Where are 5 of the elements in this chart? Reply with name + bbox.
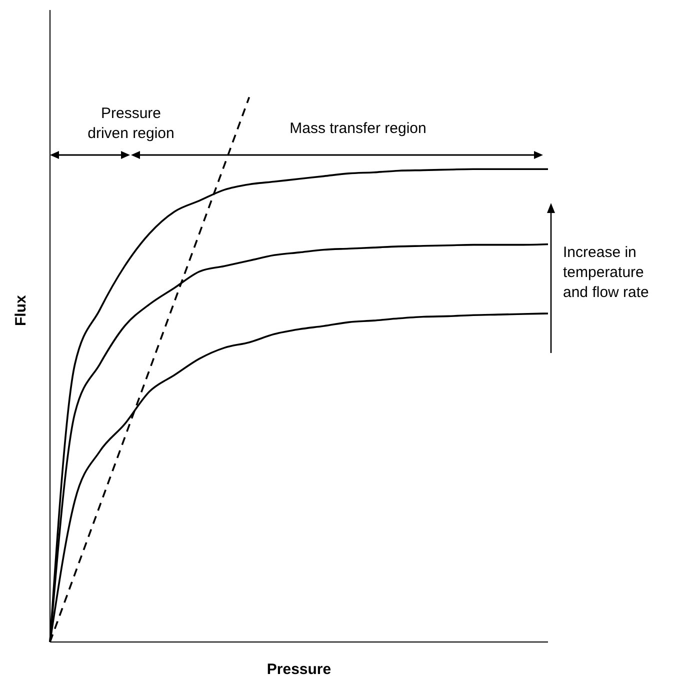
annotation: Mass transfer region: [288, 120, 428, 137]
annotation: Pressure driven region: [86, 104, 176, 144]
x-axis-title: Pressure: [266, 661, 332, 678]
text: Increase in temperature and flow rate: [563, 243, 650, 303]
y-axis-title: Flux: [12, 294, 30, 326]
